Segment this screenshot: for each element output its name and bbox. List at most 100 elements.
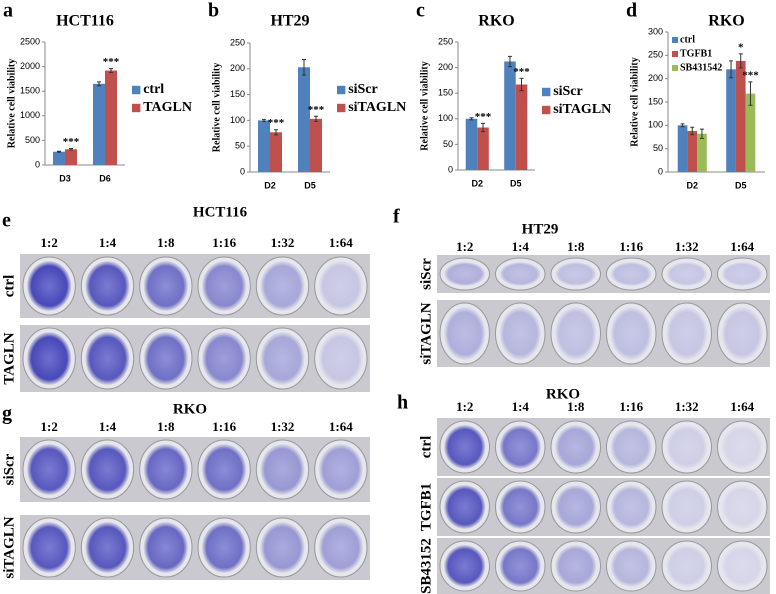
significance: * — [738, 41, 744, 53]
dilution-label: 1:16 — [619, 399, 643, 414]
bar — [687, 130, 698, 172]
colony-stain — [666, 307, 708, 360]
panel-letter: e — [2, 210, 11, 232]
y-tick-label: 2500 — [20, 36, 40, 46]
panel-letter: g — [2, 403, 12, 425]
dilution-label: 1:64 — [329, 419, 353, 434]
colony-stain — [27, 332, 72, 385]
legend-label: TAGLN — [143, 100, 192, 115]
error-bar — [729, 60, 734, 79]
colony-stain — [499, 262, 541, 286]
significance: *** — [308, 104, 325, 116]
y-tick-label: 0 — [448, 164, 453, 174]
colony-stain — [666, 545, 708, 587]
colony-stain — [202, 444, 247, 495]
y-tick-label: 0 — [658, 166, 663, 176]
bar — [270, 132, 282, 172]
panel-letter: f — [393, 206, 400, 228]
y-tick-label: 150 — [648, 96, 663, 106]
y-tick-label: 1500 — [20, 86, 40, 96]
dilution-label: 1:32 — [271, 235, 295, 250]
bar — [310, 118, 322, 172]
significance: *** — [268, 117, 285, 129]
colony-stain — [27, 522, 72, 573]
panel-title: HCT116 — [193, 204, 248, 220]
y-tick-label: 300 — [648, 26, 663, 36]
error-bar — [302, 59, 306, 76]
error-bar — [481, 122, 486, 133]
y-axis-label: Relative cell viability — [211, 63, 222, 152]
bar — [258, 120, 270, 172]
y-tick-label: 50 — [653, 143, 663, 153]
legend-label: TGFB1 — [680, 48, 712, 59]
row-label: TAGLN — [1, 332, 17, 384]
bar — [298, 67, 310, 172]
legend-swatch — [132, 103, 141, 113]
legend-swatch — [672, 51, 678, 57]
colony-stain — [555, 545, 597, 587]
bar — [697, 133, 707, 172]
colony-stain — [499, 545, 541, 587]
colony-stain — [610, 485, 652, 529]
y-tick-label: 0 — [240, 166, 245, 176]
error-bar — [748, 81, 753, 106]
colony-stain — [610, 262, 652, 286]
significance: *** — [103, 56, 120, 68]
colony-stain — [610, 545, 652, 587]
colony-stain — [555, 425, 597, 469]
y-tick-label: 150 — [230, 89, 245, 99]
bar — [477, 127, 489, 170]
colony-stain — [444, 425, 486, 469]
y-tick-label: 250 — [648, 50, 663, 60]
significance: *** — [475, 111, 492, 123]
legend-swatch — [337, 85, 346, 95]
legend-label: siScr — [348, 82, 378, 97]
colony-stain — [721, 545, 763, 587]
colony-stain — [499, 485, 541, 529]
bar — [105, 70, 117, 165]
colony-stain — [85, 261, 130, 311]
colony-stain — [555, 307, 597, 360]
bar — [465, 118, 478, 170]
colony-stain — [499, 307, 541, 360]
y-tick-label: 500 — [25, 135, 40, 145]
y-axis-label: Relative cell viability — [6, 59, 17, 148]
colony-stain — [666, 425, 708, 469]
x-tick-label: D3 — [59, 173, 71, 183]
row-label: SB43152 — [418, 538, 434, 594]
colony-stain — [260, 522, 305, 573]
bar — [504, 61, 516, 170]
x-tick-label: D6 — [99, 173, 111, 183]
colony-stain — [85, 522, 130, 573]
y-tick-label: 100 — [438, 113, 453, 123]
legend-swatch — [672, 65, 678, 71]
plate-strip — [20, 515, 370, 580]
colony-stain — [143, 444, 188, 495]
dilution-label: 1:16 — [212, 419, 236, 434]
plate-strip — [437, 538, 770, 594]
chart-title: RKO — [708, 13, 744, 30]
error-bar — [469, 117, 474, 121]
colony-stain — [444, 485, 486, 529]
panel-letter: b — [208, 0, 219, 22]
bar — [65, 149, 77, 165]
colony-stain — [555, 262, 597, 286]
bar — [735, 60, 746, 172]
bar — [745, 93, 756, 172]
x-tick-label: D5 — [735, 180, 747, 190]
panel-title: RKO — [173, 401, 207, 417]
colony-stain — [721, 425, 763, 469]
colony-stain — [143, 261, 188, 311]
chart-title: HT29 — [270, 13, 309, 30]
dilution-label: 1:8 — [567, 399, 585, 414]
colony-stain — [499, 425, 541, 469]
x-tick-label: D2 — [471, 178, 483, 188]
colony-stain — [555, 485, 597, 529]
dilution-label: 1:4 — [512, 399, 530, 414]
colony-stain — [721, 307, 763, 360]
panel-letter: c — [416, 0, 425, 22]
x-tick-label: D5 — [304, 180, 316, 190]
row-label: siScr — [418, 258, 434, 290]
colony-stain — [85, 332, 130, 385]
